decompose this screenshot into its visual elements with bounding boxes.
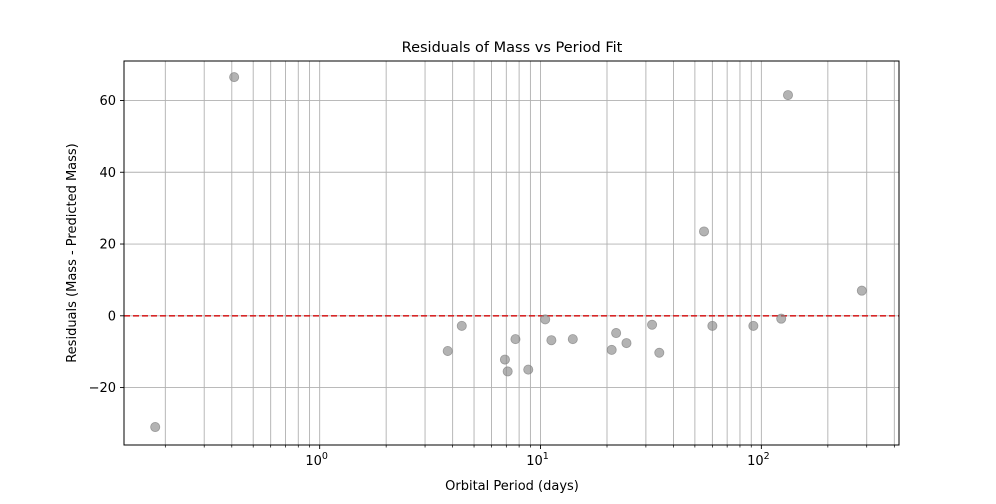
- x-tick-label: 102: [747, 451, 770, 469]
- y-tick-label: −20: [89, 381, 116, 396]
- data-point: [707, 320, 718, 331]
- data-point: [510, 334, 521, 345]
- data-point: [523, 364, 534, 375]
- y-tick-label: 40: [99, 166, 116, 181]
- axis-ticks: 100 101 102 −20 0 20 40 60: [89, 94, 895, 469]
- data-point: [856, 285, 867, 296]
- x-tick-label: 101: [526, 451, 549, 469]
- data-point: [150, 422, 161, 433]
- data-point: [442, 345, 453, 356]
- data-point: [546, 335, 557, 346]
- x-axis-label: Orbital Period (days): [445, 479, 579, 494]
- data-point: [699, 226, 710, 237]
- x-tick-label: 100: [305, 451, 328, 469]
- data-point: [647, 319, 658, 330]
- y-axis-label: Residuals (Mass - Predicted Mass): [65, 143, 80, 363]
- y-tick-label: 0: [108, 309, 116, 324]
- data-point: [621, 338, 632, 349]
- data-point: [456, 320, 467, 331]
- chart-title: Residuals of Mass vs Period Fit: [402, 40, 623, 56]
- data-point: [502, 366, 513, 377]
- data-point: [499, 354, 510, 365]
- data-point: [229, 72, 240, 83]
- data-point: [606, 344, 617, 355]
- data-point: [654, 347, 665, 358]
- data-point: [540, 314, 551, 325]
- data-points: [150, 72, 867, 433]
- data-point: [567, 334, 578, 345]
- data-point: [776, 313, 787, 324]
- data-point: [782, 90, 793, 101]
- data-point: [611, 328, 622, 339]
- grid: [124, 61, 899, 445]
- axes-frame: [123, 60, 900, 446]
- y-tick-label: 60: [99, 94, 116, 109]
- data-point: [748, 320, 759, 331]
- y-tick-label: 20: [99, 238, 116, 253]
